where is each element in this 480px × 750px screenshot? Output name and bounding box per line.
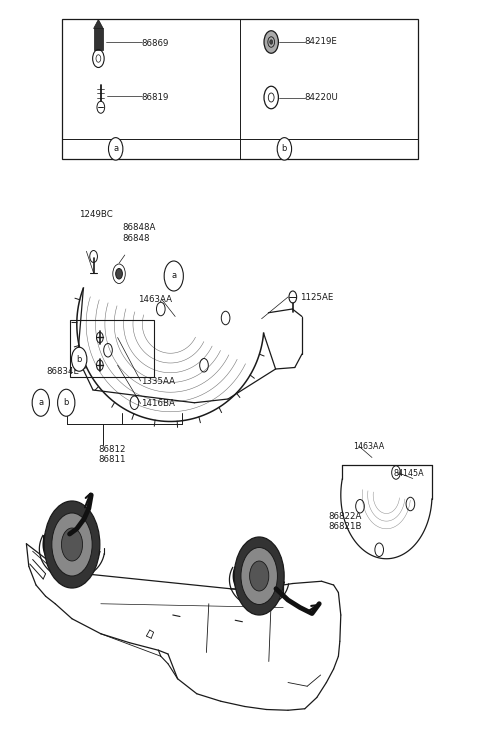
Circle shape <box>52 513 92 576</box>
Circle shape <box>61 528 83 561</box>
Circle shape <box>72 347 87 371</box>
Circle shape <box>241 548 277 604</box>
Text: a: a <box>38 398 43 407</box>
Text: 86848: 86848 <box>122 234 150 243</box>
Text: 86834E: 86834E <box>47 367 80 376</box>
Text: 86819: 86819 <box>142 93 169 102</box>
Text: a: a <box>171 272 176 280</box>
Text: 1125AE: 1125AE <box>300 292 334 302</box>
Text: 1463AA: 1463AA <box>353 442 384 451</box>
Text: b: b <box>63 398 69 407</box>
Text: 86821B: 86821B <box>329 522 362 531</box>
Text: 86848A: 86848A <box>122 223 156 232</box>
Circle shape <box>116 268 122 279</box>
Text: a: a <box>113 144 118 154</box>
Polygon shape <box>43 534 100 573</box>
Text: 86822A: 86822A <box>329 512 362 521</box>
Bar <box>94 28 103 50</box>
Text: 86811: 86811 <box>98 454 126 464</box>
Circle shape <box>44 501 100 588</box>
Circle shape <box>250 561 269 591</box>
Text: 86869: 86869 <box>142 39 169 48</box>
Bar <box>62 19 418 159</box>
Circle shape <box>234 537 284 615</box>
Text: 86812: 86812 <box>98 446 126 454</box>
Circle shape <box>164 261 183 291</box>
Text: 84145A: 84145A <box>394 470 424 478</box>
Text: b: b <box>76 355 82 364</box>
Circle shape <box>108 138 123 160</box>
Bar <box>70 320 154 376</box>
Polygon shape <box>94 20 103 28</box>
Polygon shape <box>233 567 284 601</box>
Text: 1249BC: 1249BC <box>79 210 113 219</box>
Text: 1335AA: 1335AA <box>141 376 175 386</box>
Circle shape <box>277 138 292 160</box>
Circle shape <box>264 31 278 53</box>
Text: b: b <box>282 144 287 154</box>
Text: 1463AA: 1463AA <box>138 296 172 304</box>
Text: 84220U: 84220U <box>305 93 339 102</box>
Text: 1416BA: 1416BA <box>141 399 175 408</box>
Circle shape <box>270 40 273 44</box>
Circle shape <box>32 389 49 416</box>
Circle shape <box>58 389 75 416</box>
Text: 84219E: 84219E <box>305 38 337 46</box>
